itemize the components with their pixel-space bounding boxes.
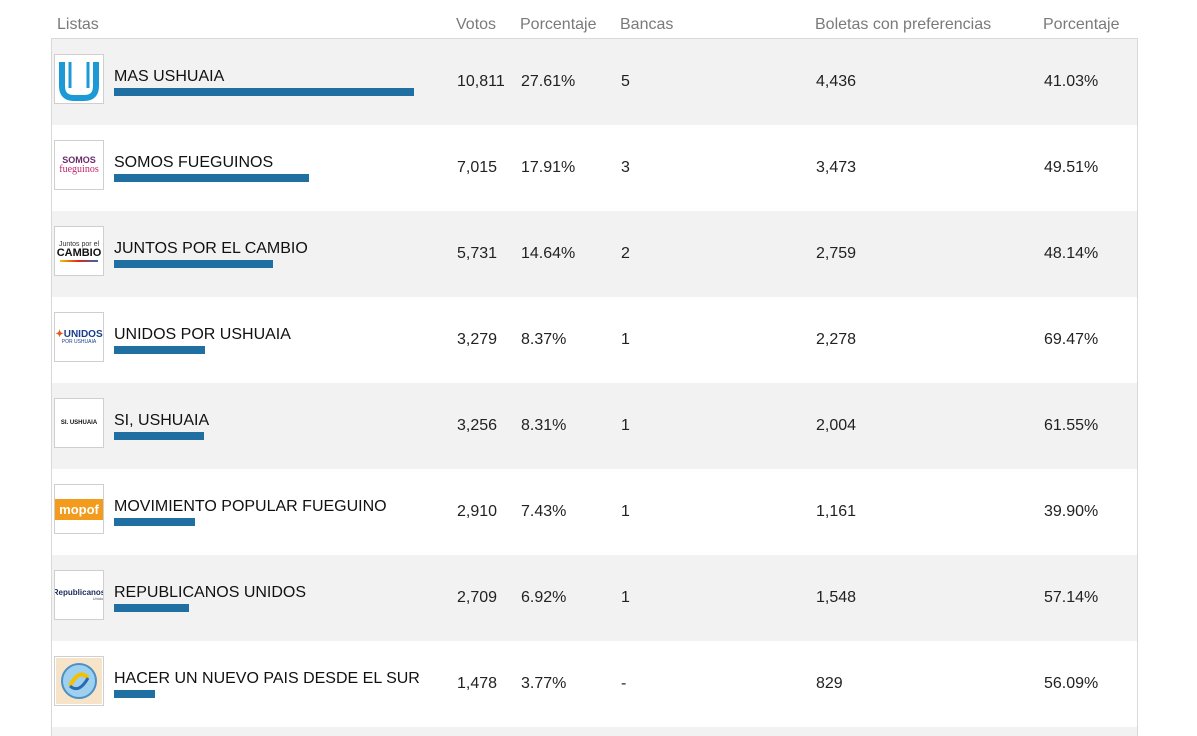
- bancas-cell: 1: [621, 331, 630, 348]
- party-name[interactable]: MAS USHUAIA: [114, 68, 225, 85]
- boletas-cell: 2,759: [816, 245, 857, 262]
- party-name[interactable]: UNIDOS POR USHUAIA: [114, 326, 291, 343]
- porcentaje-pref-cell: 61.55%: [1044, 417, 1099, 434]
- porcentaje-cell: 17.91%: [521, 159, 576, 176]
- party-logo: SOMOS fueguinos: [54, 140, 104, 190]
- vote-share-bar: [114, 432, 204, 440]
- mas-ushuaia-logo-icon: [56, 56, 102, 102]
- table-row-partial: [52, 727, 1137, 736]
- republicanos-unidos-logo-icon: Republicanos Unidos: [54, 588, 104, 601]
- header-votos[interactable]: Votos: [456, 16, 497, 33]
- si-ushuaia-logo-icon: SI. USHUAIA: [60, 420, 98, 426]
- porcentaje-pref-cell: 57.14%: [1044, 589, 1099, 606]
- table-row[interactable]: ✦UNIDOS POR USHUAIA UNIDOS POR USHUAIA 3…: [52, 297, 1137, 383]
- party-logo: Republicanos Unidos: [54, 570, 104, 620]
- table-row[interactable]: MAS USHUAIA 10,811 27.61% 5 4,436 41.03%: [52, 39, 1137, 125]
- party-name[interactable]: MOVIMIENTO POPULAR FUEGUINO: [114, 498, 387, 515]
- vote-share-bar: [114, 604, 189, 612]
- boletas-cell: 3,473: [816, 159, 857, 176]
- votos-cell: 2,709: [457, 589, 498, 606]
- porcentaje-cell: 7.43%: [521, 503, 567, 520]
- party-logo: mopof: [54, 484, 104, 534]
- somos-fueguinos-logo-icon: SOMOS fueguinos: [59, 154, 99, 175]
- bancas-cell: -: [621, 675, 627, 692]
- header-listas[interactable]: Listas: [57, 16, 99, 33]
- party-logo: SI. USHUAIA: [54, 398, 104, 448]
- votos-cell: 5,731: [457, 245, 498, 262]
- votos-cell: 7,015: [457, 159, 498, 176]
- vote-share-bar: [114, 260, 273, 268]
- boletas-cell: 2,004: [816, 417, 857, 434]
- bancas-cell: 1: [621, 417, 630, 434]
- table-header: Listas Votos Porcentaje Bancas Boletas c…: [51, 0, 1138, 39]
- vote-share-bar: [114, 174, 309, 182]
- table-row[interactable]: Juntos por el CAMBIO JUNTOS POR EL CAMBI…: [52, 211, 1137, 297]
- table-row[interactable]: SOMOS fueguinos SOMOS FUEGUINOS 7,015 17…: [52, 125, 1137, 211]
- porcentaje-pref-cell: 56.09%: [1044, 675, 1099, 692]
- party-logo: ✦UNIDOS POR USHUAIA: [54, 312, 104, 362]
- party-name[interactable]: SI, USHUAIA: [114, 412, 210, 429]
- boletas-cell: 1,161: [816, 503, 857, 520]
- porcentaje-pref-cell: 48.14%: [1044, 245, 1099, 262]
- porcentaje-cell: 3.77%: [521, 675, 567, 692]
- votos-cell: 10,811: [457, 73, 505, 90]
- porcentaje-cell: 14.64%: [521, 245, 576, 262]
- header-porcentaje[interactable]: Porcentaje: [520, 16, 597, 33]
- party-logo: [54, 656, 104, 706]
- party-name[interactable]: HACER UN NUEVO PAIS DESDE EL SUR: [114, 670, 420, 687]
- mopof-logo-icon: mopof: [55, 498, 103, 520]
- results-table: MAS USHUAIA 10,811 27.61% 5 4,436 41.03%…: [51, 39, 1138, 736]
- porcentaje-cell: 8.31%: [521, 417, 567, 434]
- table-row[interactable]: SI. USHUAIA SI, USHUAIA 3,256 8.31% 1 2,…: [52, 383, 1137, 469]
- porcentaje-pref-cell: 39.90%: [1044, 503, 1099, 520]
- porcentaje-cell: 8.37%: [521, 331, 567, 348]
- bancas-cell: 5: [621, 73, 630, 90]
- vote-share-bar: [114, 690, 155, 698]
- bancas-cell: 1: [621, 503, 630, 520]
- party-name[interactable]: SOMOS FUEGUINOS: [114, 154, 274, 171]
- vote-share-bar: [114, 518, 195, 526]
- bancas-cell: 1: [621, 589, 630, 606]
- table-row[interactable]: Republicanos Unidos REPUBLICANOS UNIDOS …: [52, 555, 1137, 641]
- votos-cell: 2,910: [457, 503, 498, 520]
- porcentaje-cell: 6.92%: [521, 589, 567, 606]
- bancas-cell: 3: [621, 159, 630, 176]
- votos-cell: 1,478: [457, 675, 498, 692]
- boletas-cell: 829: [816, 675, 843, 692]
- unidos-por-ushuaia-logo-icon: ✦UNIDOS POR USHUAIA: [55, 328, 103, 345]
- boletas-cell: 4,436: [816, 73, 857, 90]
- porcentaje-pref-cell: 49.51%: [1044, 159, 1099, 176]
- boletas-cell: 1,548: [816, 589, 857, 606]
- juntos-por-el-cambio-logo-icon: Juntos por el CAMBIO: [57, 241, 101, 262]
- boletas-cell: 2,278: [816, 331, 857, 348]
- party-logo: [54, 54, 104, 104]
- party-name[interactable]: JUNTOS POR EL CAMBIO: [114, 240, 308, 257]
- vote-share-bar: [114, 346, 205, 354]
- votos-cell: 3,279: [457, 331, 498, 348]
- table-row[interactable]: HACER UN NUEVO PAIS DESDE EL SUR 1,478 3…: [52, 641, 1137, 727]
- hacer-un-nuevo-pais-logo-icon: [56, 658, 102, 704]
- party-name[interactable]: REPUBLICANOS UNIDOS: [114, 584, 307, 601]
- header-bancas[interactable]: Bancas: [620, 16, 674, 33]
- porcentaje-pref-cell: 41.03%: [1044, 73, 1099, 90]
- party-logo: Juntos por el CAMBIO: [54, 226, 104, 276]
- table-row[interactable]: mopof MOVIMIENTO POPULAR FUEGUINO 2,910 …: [52, 469, 1137, 555]
- porcentaje-cell: 27.61%: [521, 73, 576, 90]
- bancas-cell: 2: [621, 245, 630, 262]
- header-boletas[interactable]: Boletas con preferencias: [815, 16, 992, 33]
- votos-cell: 3,256: [457, 417, 498, 434]
- vote-share-bar: [114, 88, 414, 96]
- header-porcentaje-pref[interactable]: Porcentaje: [1043, 16, 1120, 33]
- porcentaje-pref-cell: 69.47%: [1044, 331, 1099, 348]
